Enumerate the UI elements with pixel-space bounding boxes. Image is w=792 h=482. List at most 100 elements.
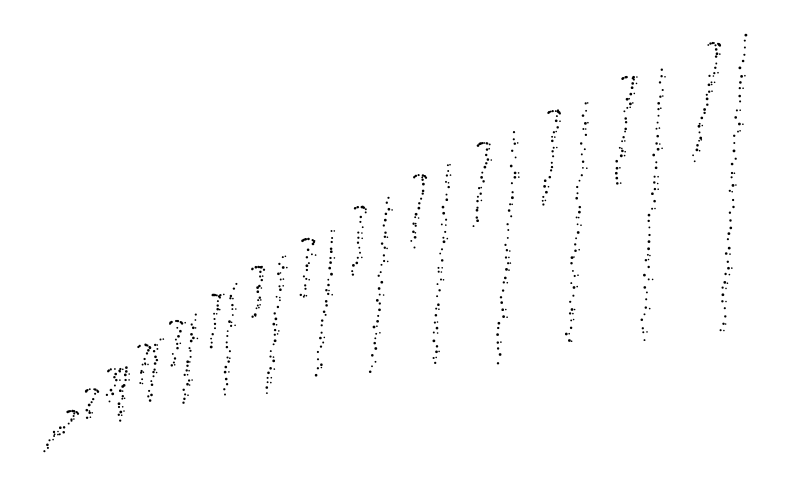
dot: [711, 90, 713, 92]
dot: [447, 182, 450, 184]
dot: [513, 175, 517, 179]
dot: [660, 107, 662, 109]
dot: [743, 46, 746, 49]
dot: [733, 134, 736, 137]
dot: [512, 138, 515, 141]
dot: [119, 379, 121, 381]
dot: [584, 122, 587, 125]
dot: [414, 212, 418, 216]
dot: [256, 304, 259, 307]
dot: [442, 279, 445, 281]
dot: [46, 443, 49, 447]
dot: [421, 174, 425, 177]
dot: [171, 352, 174, 355]
dot: [478, 187, 481, 190]
dot: [109, 388, 113, 392]
dot: [715, 62, 718, 65]
dot: [629, 102, 632, 106]
dot: [735, 109, 738, 112]
dot: [73, 418, 75, 420]
dot: [475, 216, 479, 219]
dot: [225, 345, 229, 349]
dot: [556, 126, 559, 129]
dot: [387, 207, 391, 211]
dot: [624, 120, 628, 124]
dot: [732, 205, 735, 209]
dot: [621, 147, 623, 150]
dot: [614, 171, 618, 175]
dot: [96, 389, 99, 392]
dot: [189, 361, 191, 363]
dot: [700, 139, 703, 141]
dot: [123, 397, 126, 400]
dot: [434, 361, 437, 365]
dot: [229, 297, 232, 300]
dot: [361, 256, 363, 259]
dot: [630, 86, 634, 90]
dot: [744, 74, 746, 77]
dot: [211, 333, 214, 336]
dot: [351, 273, 355, 276]
dot: [156, 347, 159, 350]
dot: [226, 356, 229, 359]
dot: [584, 128, 587, 130]
dot: [728, 273, 731, 276]
dot: [576, 223, 579, 226]
dot: [412, 222, 415, 225]
dot: [659, 143, 661, 145]
dot: [699, 136, 703, 140]
dot: [445, 180, 447, 183]
dot: [741, 59, 745, 63]
dot: [550, 165, 554, 169]
dot: [742, 123, 744, 125]
dot: [412, 230, 415, 234]
dot: [709, 42, 712, 45]
dot: [661, 88, 664, 92]
dot: [733, 172, 736, 174]
dot: [721, 293, 725, 297]
dot: [383, 218, 387, 222]
dot: [715, 52, 719, 56]
dot: [505, 268, 508, 271]
dot: [356, 256, 359, 259]
dot: [319, 345, 323, 348]
dot: [549, 169, 553, 172]
dot: [179, 329, 182, 333]
dot: [547, 185, 550, 188]
dot: [564, 332, 568, 336]
dot: [279, 278, 282, 281]
dot: [281, 256, 284, 259]
dot: [624, 140, 626, 142]
dot: [723, 281, 727, 284]
dot: [442, 211, 446, 215]
dot: [375, 299, 379, 302]
dot: [496, 347, 500, 350]
dot: [731, 267, 733, 269]
dot: [261, 275, 264, 277]
dot: [147, 349, 150, 352]
dot: [384, 212, 388, 216]
dot: [576, 231, 580, 234]
dot: [651, 192, 654, 196]
dot: [121, 406, 124, 408]
dot: [259, 304, 261, 306]
dot: [479, 192, 482, 195]
dot: [324, 300, 328, 303]
dot: [256, 290, 260, 294]
dot: [148, 346, 152, 350]
dot: [276, 305, 280, 309]
dot: [351, 270, 354, 273]
dot: [621, 77, 624, 81]
dot: [52, 438, 54, 441]
dot: [170, 364, 174, 367]
dot: [576, 285, 578, 288]
dot: [278, 299, 281, 302]
dot: [284, 255, 287, 258]
dot: [359, 215, 363, 219]
dot: [422, 182, 425, 186]
dot: [476, 144, 480, 147]
dot: [377, 274, 380, 277]
dot: [120, 414, 123, 417]
dot: [152, 349, 156, 353]
dot: [320, 324, 323, 327]
